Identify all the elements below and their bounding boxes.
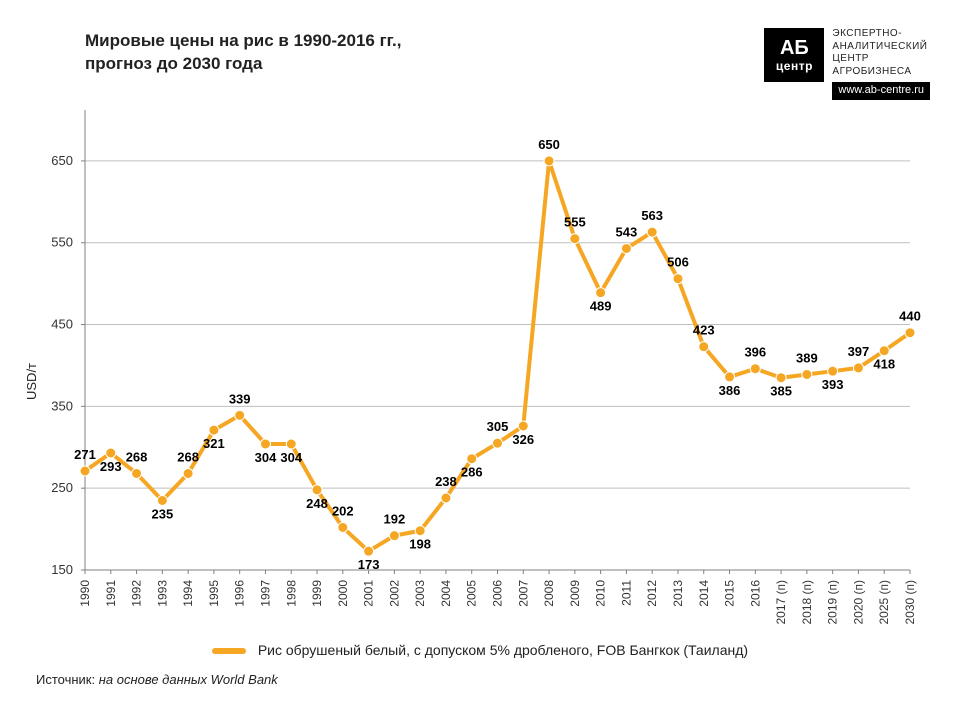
data-label: 304 [255,450,277,465]
data-label: 326 [512,432,534,447]
data-label: 489 [590,299,612,314]
source-prefix: Источник: [36,672,99,687]
x-tick-label: 1997 [258,580,272,607]
data-label: 339 [229,391,251,406]
data-label: 268 [177,449,199,464]
legend-text: Рис обрушеный белый, с допуском 5% дробл… [258,642,748,658]
x-tick-label: 2025 (п) [877,580,891,625]
x-tick-label: 2008 [542,580,556,607]
data-label: 305 [487,419,509,434]
data-label: 271 [74,447,96,462]
data-label: 440 [899,309,921,324]
x-tick-label: 2004 [439,580,453,607]
svg-text:650: 650 [51,153,73,168]
svg-text:350: 350 [51,398,73,413]
source-note: Источник: на основе данных World Bank [36,672,278,687]
data-label: 192 [384,512,406,527]
svg-text:150: 150 [51,562,73,577]
x-tick-label: 2013 [671,580,685,607]
source-text: на основе данных World Bank [99,672,278,687]
data-label: 304 [280,450,302,465]
x-tick-label: 2016 [748,580,762,607]
data-label: 397 [848,344,870,359]
data-label: 543 [616,224,638,239]
data-label: 393 [822,377,844,392]
x-tick-label: 2009 [568,580,582,607]
data-label: 650 [538,137,560,152]
x-tick-label: 2014 [697,580,711,607]
x-tick-label: 1990 [78,580,92,607]
x-tick-label: 2011 [619,580,633,606]
x-tick-label: 1994 [181,580,195,607]
data-label: 506 [667,255,689,270]
x-tick-label: 2019 (п) [826,580,840,625]
x-tick-label: 1996 [233,580,247,607]
svg-text:550: 550 [51,235,73,250]
x-tick-label: 2007 [516,580,530,607]
data-label: 563 [641,208,663,223]
x-tick-label: 2002 [387,580,401,607]
data-label: 293 [100,459,122,474]
data-label: 386 [719,383,741,398]
x-tick-label: 2010 [594,580,608,607]
x-tick-label: 2030 (п) [903,580,917,625]
data-label: 555 [564,215,586,230]
x-tick-label: 2005 [465,580,479,607]
data-label: 385 [770,384,792,399]
data-label: 238 [435,474,457,489]
x-tick-label: 2017 (п) [774,580,788,625]
data-label: 235 [151,506,173,521]
legend: Рис обрушеный белый, с допуском 5% дробл… [0,642,960,658]
data-label: 396 [744,345,766,360]
x-tick-label: 1999 [310,580,324,607]
data-label: 286 [461,465,483,480]
x-tick-label: 2018 (п) [800,580,814,625]
data-label: 173 [358,557,380,572]
legend-swatch [212,648,246,654]
x-tick-label: 2015 [723,580,737,607]
data-label: 423 [693,323,715,338]
svg-text:250: 250 [51,480,73,495]
x-tick-label: 2020 (п) [851,580,865,625]
data-label: 418 [873,357,895,372]
data-label: 389 [796,350,818,365]
x-tick-label: 2003 [413,580,427,607]
x-tick-label: 2001 [362,580,376,607]
svg-text:450: 450 [51,317,73,332]
x-tick-label: 1993 [155,580,169,607]
data-label: 202 [332,503,354,518]
x-tick-label: 2012 [645,580,659,607]
x-tick-label: 1992 [130,580,144,607]
chart-container: Мировые цены на рис в 1990-2016 гг., про… [0,0,960,720]
x-tick-label: 2000 [336,580,350,607]
data-label: 268 [126,449,148,464]
data-label: 321 [203,436,225,451]
x-tick-label: 2006 [491,580,505,607]
x-tick-label: 1998 [284,580,298,607]
data-label: 248 [306,496,328,511]
line-chart: 150 250 350 450 550 650 1990 1991 1992 1993 1994 19… [0,0,960,720]
x-tick-label: 1991 [104,580,118,607]
data-label: 198 [409,537,431,552]
x-tick-label: 1995 [207,580,221,607]
